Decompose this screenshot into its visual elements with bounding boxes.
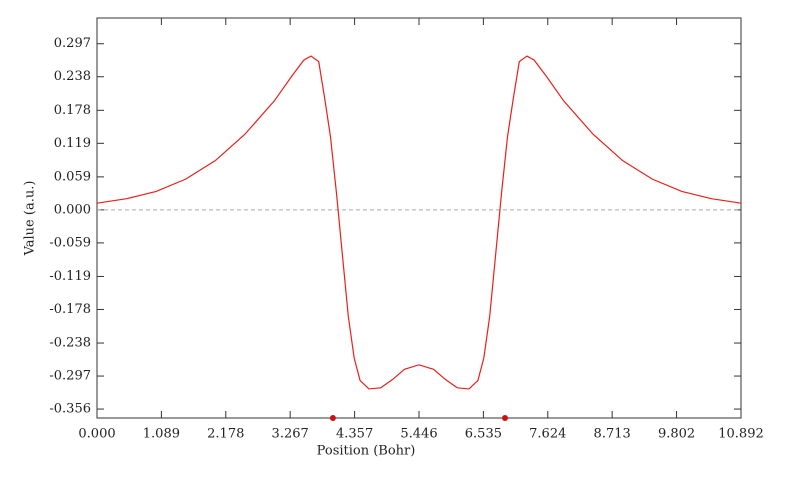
y-tick-label: 0.297 [54, 36, 91, 51]
y-tick-label: -0.119 [49, 269, 91, 284]
y-tick-label: -0.178 [49, 302, 91, 317]
x-tick-label: 2.178 [207, 427, 244, 442]
y-tick-label: 0.178 [54, 103, 91, 118]
x-tick-label: 7.624 [529, 427, 566, 442]
y-tick-label: 0.119 [54, 136, 91, 151]
x-tick-label: 5.446 [400, 427, 437, 442]
y-tick-label: 0.059 [54, 169, 91, 184]
y-tick-label: -0.238 [49, 336, 91, 351]
y-tick-label: -0.059 [49, 235, 91, 250]
plot-frame [96, 17, 742, 419]
x-tick-label: 1.089 [143, 427, 180, 442]
x-tick-label: 3.267 [272, 427, 309, 442]
y-tick-label: 0.238 [54, 69, 91, 84]
atom-marker [501, 415, 508, 421]
y-tick-label: 0.000 [54, 202, 91, 217]
atom-marker [329, 415, 336, 421]
x-tick-label: 6.535 [465, 427, 502, 442]
x-axis-label: Position (Bohr) [317, 444, 416, 459]
x-tick-label: 9.802 [658, 427, 695, 442]
x-tick-label: 0.000 [78, 427, 115, 442]
y-tick-label: -0.297 [49, 369, 91, 384]
y-axis-label: Value (a.u.) [23, 181, 38, 257]
x-tick-label: 4.357 [336, 427, 373, 442]
x-tick-label: 10.892 [718, 427, 764, 442]
y-tick-label: -0.356 [49, 402, 91, 417]
line [96, 55, 742, 390]
x-tick-label: 8.713 [594, 427, 631, 442]
